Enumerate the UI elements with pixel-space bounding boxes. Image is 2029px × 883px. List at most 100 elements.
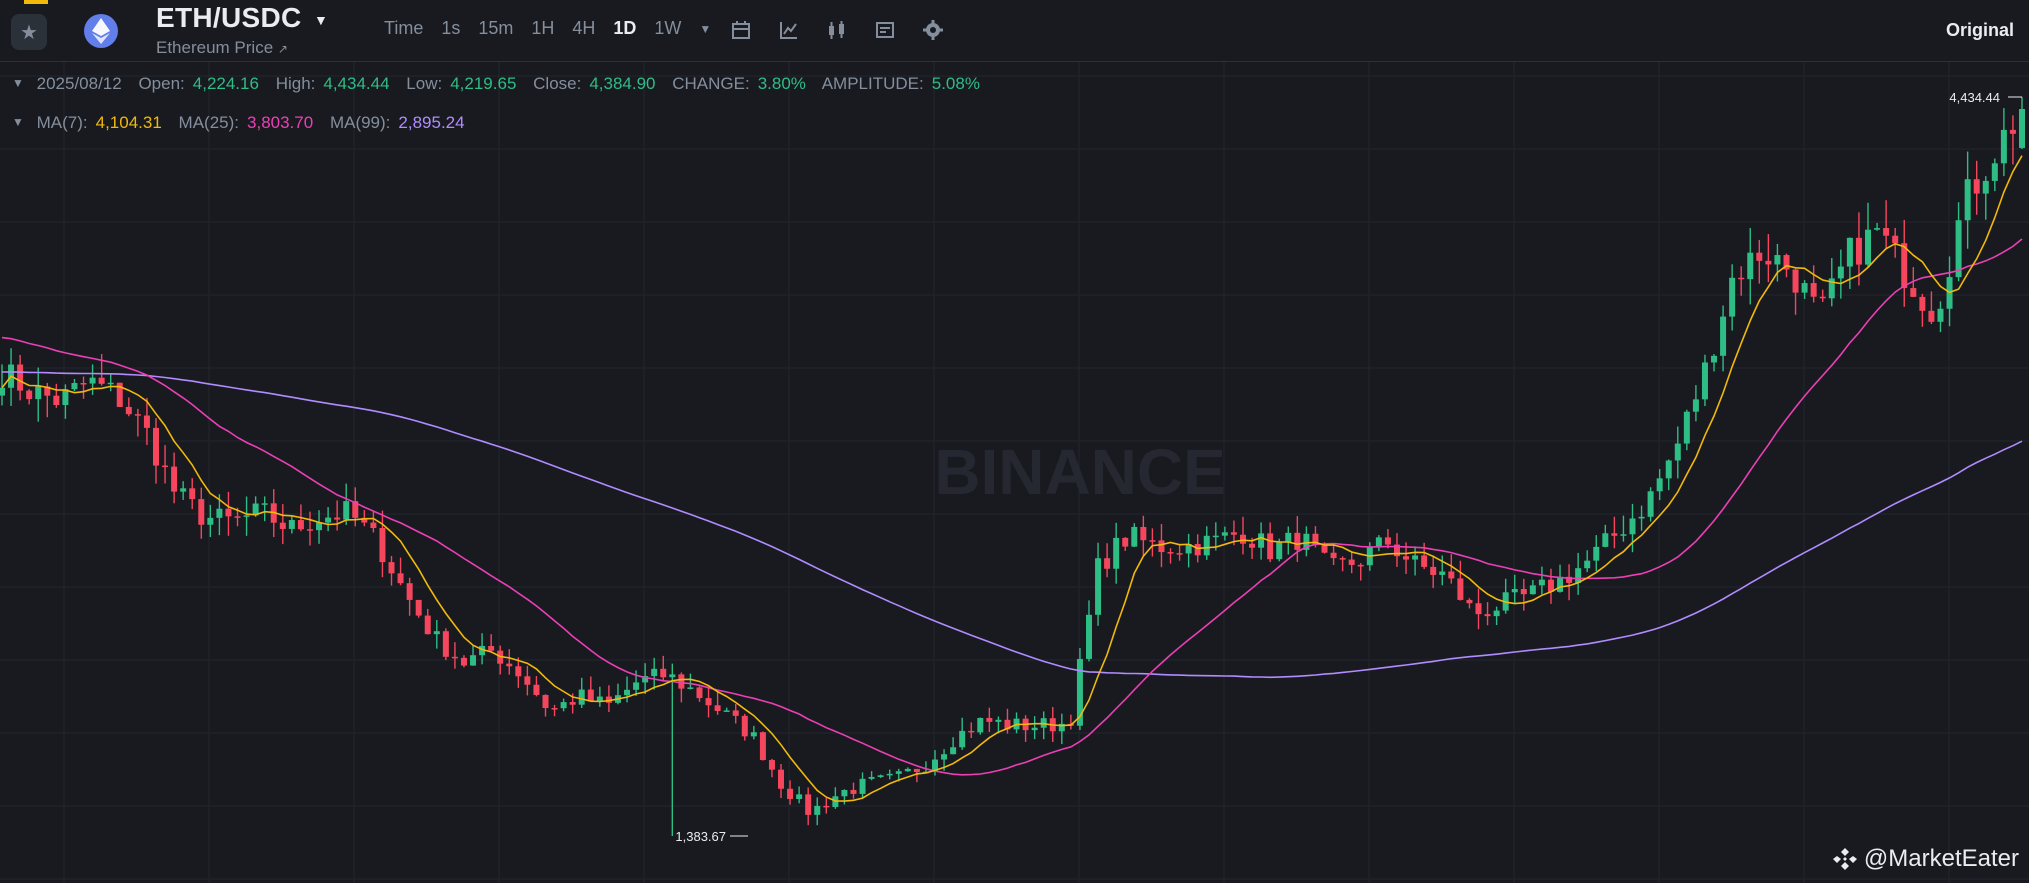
- candle-body: [1683, 411, 1690, 444]
- ohlc-info-row: ▼ 2025/08/12 Open: 4,224.16 High: 4,434.44…: [12, 74, 992, 94]
- candle-body: [116, 382, 123, 407]
- favorite-button[interactable]: ★: [11, 14, 47, 50]
- candle-body: [841, 790, 848, 797]
- candle-body: [1883, 228, 1890, 236]
- candle-body: [1113, 537, 1120, 569]
- ma99-value: 2,895.24: [398, 113, 465, 132]
- view-mode-original[interactable]: Original: [1945, 20, 2014, 40]
- credit-text: @MarketEater: [1863, 845, 2019, 872]
- candle-body: [877, 775, 884, 777]
- candle-body: [479, 646, 486, 656]
- pair-title[interactable]: ETH/USDC: [156, 2, 302, 33]
- candle-body: [1547, 579, 1554, 592]
- candle-body: [1647, 491, 1654, 517]
- candle-body: [2019, 109, 2025, 148]
- ma7-value: 4,104.31: [95, 113, 162, 132]
- candle-body: [89, 377, 96, 384]
- candle-body: [1004, 719, 1011, 730]
- ethereum-price-link[interactable]: Ethereum Price ↗: [156, 38, 288, 58]
- candle-body: [1982, 180, 1989, 194]
- candle-body: [578, 689, 585, 705]
- candle-body: [252, 503, 259, 516]
- candle-body: [2000, 129, 2007, 164]
- candle-body: [1584, 560, 1591, 569]
- indicator-icon[interactable]: [778, 19, 802, 43]
- candle-body: [705, 698, 712, 706]
- calendar-icon[interactable]: [730, 19, 754, 43]
- ma7-label: MA(7):: [36, 113, 88, 132]
- candle-body: [35, 386, 42, 400]
- layout-settings-icon[interactable]: [874, 19, 898, 43]
- candle-body: [1230, 532, 1237, 535]
- interval-time[interactable]: Time: [384, 18, 424, 38]
- interval-1d[interactable]: 1D: [613, 18, 637, 38]
- caret-down-icon[interactable]: ▼: [314, 12, 328, 28]
- interval-1s[interactable]: 1s: [441, 18, 461, 38]
- ma99-line: [1, 371, 2023, 679]
- more-intervals-icon[interactable]: ▼: [699, 22, 712, 36]
- ma-info-row: ▼ MA(7): 4,104.31 MA(25): 3,803.70 MA(99):…: [12, 113, 477, 133]
- candle-body: [1846, 237, 1853, 267]
- interval-4h[interactable]: 4H: [572, 18, 596, 38]
- candle-body: [1765, 260, 1772, 265]
- candle-body: [1249, 543, 1256, 548]
- candle-body: [1520, 588, 1527, 595]
- candle-body: [26, 390, 33, 400]
- eth-logo-icon: [84, 14, 118, 48]
- candle-body: [1448, 571, 1455, 579]
- candle-body: [1756, 252, 1763, 261]
- candle-body: [1865, 229, 1872, 265]
- candle-body: [1484, 614, 1491, 617]
- interval-1h[interactable]: 1H: [531, 18, 555, 38]
- candle-body: [1855, 237, 1862, 265]
- candle-body: [1475, 603, 1482, 615]
- candle-body: [678, 674, 685, 689]
- candle-body: [162, 465, 169, 468]
- candle-body: [533, 684, 540, 695]
- candle-body: [859, 778, 866, 794]
- interval-15m[interactable]: 15m: [478, 18, 514, 38]
- candle-body: [1122, 537, 1129, 547]
- candle-body: [524, 676, 531, 685]
- collapse-ohlc-icon[interactable]: ▼: [12, 76, 24, 90]
- candle-body: [1810, 283, 1817, 297]
- candle-body: [0, 387, 5, 396]
- candle-body: [506, 663, 513, 667]
- candle-body: [406, 583, 413, 600]
- candle-body: [198, 499, 205, 525]
- candle-body: [1593, 546, 1600, 561]
- candle-body: [542, 694, 549, 709]
- low-label: Low:: [406, 74, 443, 93]
- candle-body: [1629, 518, 1636, 535]
- candle-body: [1294, 532, 1301, 550]
- candle-body: [225, 508, 232, 517]
- candle-body: [1901, 243, 1908, 289]
- candle-body: [714, 705, 721, 711]
- candle-body: [660, 668, 667, 678]
- high-value: 4,434.44: [323, 74, 390, 93]
- candle-body: [1602, 533, 1609, 547]
- interval-1w[interactable]: 1W: [654, 18, 682, 38]
- ma99-label: MA(99):: [329, 113, 391, 132]
- change-label: CHANGE:: [672, 74, 750, 93]
- candle-body: [1720, 316, 1727, 356]
- candle-body: [234, 516, 241, 518]
- candle-body: [1511, 588, 1518, 593]
- collapse-ma-icon[interactable]: ▼: [12, 115, 24, 129]
- amplitude-label: AMPLITUDE:: [821, 74, 924, 93]
- candle-body: [750, 732, 757, 737]
- candle-body: [1104, 558, 1111, 569]
- candle-body: [1203, 535, 1210, 556]
- candle-type-icon[interactable]: [826, 19, 850, 43]
- candle-body: [551, 708, 558, 710]
- candle-body: [1167, 552, 1174, 554]
- high-marker: 4,434.44: [1949, 90, 2000, 105]
- candle-body: [1412, 555, 1419, 560]
- candle-body: [1095, 558, 1102, 615]
- candle-body: [2009, 129, 2016, 134]
- gear-icon[interactable]: [922, 19, 946, 43]
- candle-body: [759, 732, 766, 761]
- candle-body: [1575, 568, 1582, 583]
- candle-body: [470, 655, 477, 666]
